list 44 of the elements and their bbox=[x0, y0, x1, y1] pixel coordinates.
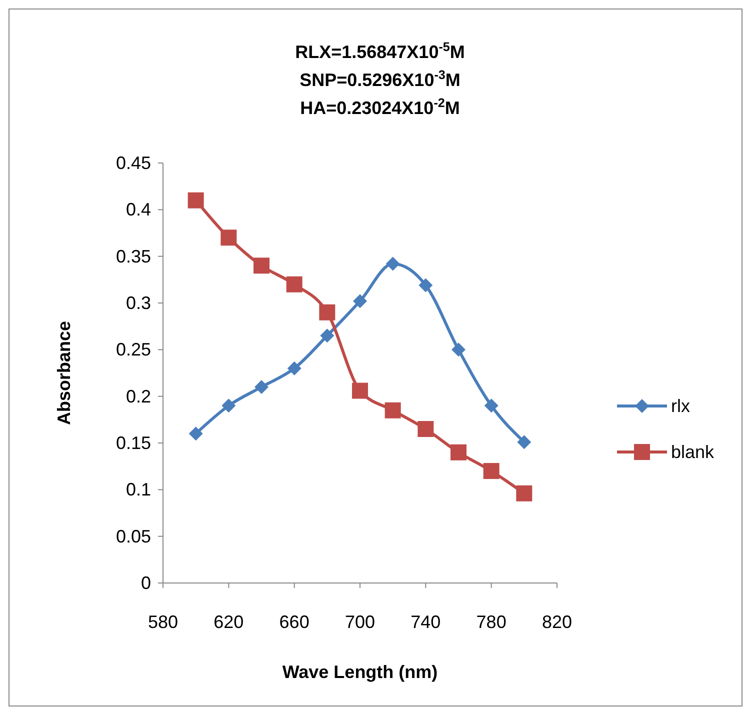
x-tick-label: 740 bbox=[410, 612, 441, 632]
y-tick-label: 0 bbox=[140, 573, 151, 593]
y-tick-label: 0.25 bbox=[116, 340, 151, 360]
y-tick-label: 0.15 bbox=[116, 433, 151, 453]
point bbox=[319, 304, 336, 320]
point bbox=[516, 485, 532, 502]
point bbox=[418, 278, 433, 292]
legend-label: rlx bbox=[671, 396, 690, 416]
point bbox=[353, 294, 367, 308]
point bbox=[483, 463, 500, 479]
point bbox=[254, 380, 268, 394]
y-tick-label: 0.35 bbox=[116, 246, 151, 266]
y-tick-label: 0.2 bbox=[126, 386, 151, 406]
x-tick-label: 700 bbox=[344, 612, 376, 632]
x-tick-label: 580 bbox=[148, 612, 178, 632]
point bbox=[286, 276, 302, 292]
point bbox=[418, 421, 434, 437]
y-axis-title: Absorbance bbox=[54, 320, 74, 426]
x-tick-label: 820 bbox=[542, 612, 572, 632]
y-tick-label: 0.3 bbox=[126, 293, 151, 313]
point bbox=[386, 256, 400, 271]
point bbox=[320, 328, 334, 343]
point bbox=[517, 435, 532, 450]
x-tick-label: 780 bbox=[476, 612, 506, 632]
y-tick-label: 0.4 bbox=[126, 200, 151, 220]
point bbox=[352, 382, 368, 399]
chart-title: RLX=1.56847X10$^{-5}$M SNP=0.5296X10$^{-3}$M HA=0.23024X10$^{-2}$M bbox=[295, 40, 465, 118]
x-axis-title: Wave Length (nm) bbox=[282, 662, 438, 682]
point bbox=[188, 426, 203, 441]
legend-label: blank bbox=[671, 442, 716, 462]
point bbox=[452, 342, 466, 357]
point bbox=[220, 230, 237, 246]
point bbox=[222, 398, 236, 413]
point bbox=[287, 361, 302, 376]
y-tick-label: 0.05 bbox=[116, 526, 151, 546]
point bbox=[188, 192, 204, 208]
point bbox=[384, 402, 401, 418]
x-tick-label: 660 bbox=[279, 612, 310, 632]
point bbox=[450, 444, 466, 460]
point bbox=[484, 398, 498, 413]
y-tick-label: 0.1 bbox=[126, 480, 151, 500]
point bbox=[254, 258, 270, 274]
y-tick-label: 0.45 bbox=[116, 153, 151, 173]
x-tick-label: 620 bbox=[214, 612, 244, 632]
